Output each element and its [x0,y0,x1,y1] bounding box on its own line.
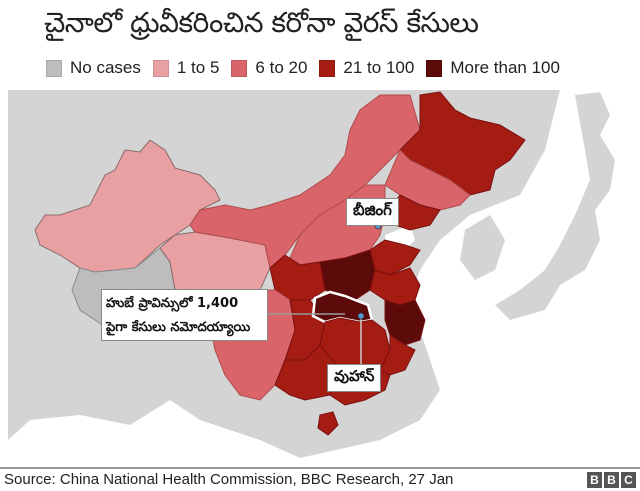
bbc-logo-letter: B [587,472,602,488]
bbc-logo-letter: C [621,472,636,488]
source-text: Source: China National Health Commission… [4,471,454,488]
map-title: చైనాలో ధ్రువీకరించిన కరోనా వైరస్ కేసులు [44,6,479,39]
legend-label: No cases [70,58,141,77]
legend-label: More than 100 [450,58,560,77]
legend: No cases 1 to 5 6 to 20 21 to 100 More t… [46,58,572,78]
region-hainan [317,411,339,436]
wuhan-marker [357,312,365,320]
legend-swatch-21-to-100 [319,59,336,77]
hubei-annotation: హుబే ప్రావిన్సులో 1,400 పైగా కేసులు నమోద… [101,289,268,341]
bbc-logo-letter: B [604,472,619,488]
legend-swatch-1-to-5 [152,59,169,77]
taiwan [412,365,428,400]
legend-label: 6 to 20 [255,58,308,77]
legend-item-21-to-100: 21 to 100 [319,58,414,78]
legend-label: 21 to 100 [343,58,415,77]
hubei-annotation-line2: పైగా కేసులు నమోదయ్యాయి [106,320,251,335]
sea [300,90,640,458]
legend-label: 1 to 5 [176,58,220,77]
korea [460,215,505,280]
bbc-logo: B B C [585,472,636,488]
legend-swatch-no-cases [46,59,62,77]
region-fujian [379,334,416,376]
japan [495,92,615,320]
region-zhejiang [384,299,426,346]
region-qinghai [159,231,271,301]
region-jilin [384,149,471,211]
wuhan-label: వుహాన్ [327,364,382,392]
sea-south [8,400,300,458]
legend-item-more-than-100: More than 100 [426,58,560,78]
beijing-label: బీజింగ్ [346,198,399,226]
hubei-annotation-line1: హుబే ప్రావిన్సులో 1,400 [106,296,239,311]
legend-swatch-more-than-100 [426,59,443,77]
legend-item-6-to-20: 6 to 20 [231,58,307,78]
china-map [8,88,640,458]
legend-item-no-cases: No cases [46,58,141,78]
footer-divider [0,467,640,469]
legend-swatch-6-to-20 [231,59,248,77]
legend-item-1-to-5: 1 to 5 [152,58,220,78]
